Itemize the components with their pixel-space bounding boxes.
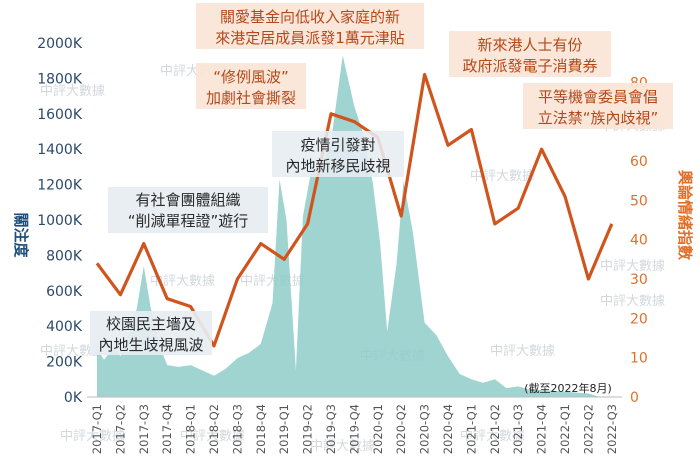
x-tick-label: 2021-Q3	[511, 404, 525, 454]
x-tick-label: 2018-Q2	[207, 404, 221, 454]
y-tick-right: 30	[630, 272, 648, 288]
x-tick-label: 2017-Q3	[137, 404, 151, 454]
x-tick-label: 2017-Q1	[90, 404, 104, 454]
watermark-text: 中評大數據	[150, 274, 215, 289]
annotation-a2-box	[108, 187, 268, 233]
y-tick-left: 600K	[46, 284, 83, 300]
annotation-a5-box	[196, 3, 424, 49]
annotation-a2-line2: “削減單程證”遊行	[128, 212, 249, 230]
x-tick-label: 2022-Q1	[558, 404, 572, 454]
y-tick-left: 0K	[64, 390, 83, 406]
x-tick-label: 2020-Q1	[371, 404, 385, 454]
x-tick-label: 2019-Q2	[301, 404, 315, 454]
annotation-a6-line1: 新來港人士有份	[477, 36, 582, 54]
y-tick-left: 1800K	[37, 71, 83, 87]
watermark-text: 中評大數據	[310, 439, 375, 454]
watermark-text: 中評大數據	[600, 259, 665, 274]
watermark-text: 中評大數據	[180, 429, 245, 444]
watermark-text: 中評大數據	[600, 294, 665, 309]
x-tick-label: 2020-Q3	[418, 404, 432, 454]
y-tick-left: 1400K	[37, 142, 83, 158]
annotation-a1: 校園民主墻及 內地生歧視風波	[90, 311, 212, 355]
annotation-a5: 關愛基金向低收入家庭的新 來港定居成員派發1萬元津貼	[196, 3, 424, 49]
y-tick-right: 50	[630, 193, 648, 209]
annotation-a6: 新來港人士有份 政府派發電子消費券	[449, 31, 611, 77]
annotation-a4-box	[272, 131, 404, 177]
annotation-a1-line2: 內地生歧視風波	[98, 336, 203, 354]
annotation-a3-line2: 加劇社會撕裂	[206, 89, 296, 107]
y-tick-left: 2000K	[37, 36, 83, 52]
date-note: (截至2022年8月)	[524, 381, 612, 395]
x-tick-label: 2021-Q1	[464, 404, 478, 454]
x-tick-label: 2022-Q3	[605, 404, 619, 454]
watermark-text: 中評大數據	[60, 429, 125, 444]
watermark-text: 中評大數據	[460, 429, 525, 444]
annotation-a1-box	[90, 311, 212, 355]
y-tick-right: 40	[630, 233, 648, 249]
watermark-text: 中評大數據	[470, 169, 535, 184]
y-tick-left: 1000K	[37, 213, 83, 229]
annotation-a7-line1: 平等機會委員會倡	[538, 88, 658, 106]
x-tick-label: 2017-Q4	[160, 404, 174, 454]
x-tick-label: 2020-Q2	[394, 404, 408, 454]
annotation-a4-line1: 疫情引發對	[300, 136, 375, 154]
watermark-text: 中評大數據	[490, 344, 555, 359]
y-tick-left: 1200K	[37, 178, 83, 194]
annotation-a7-box	[523, 83, 673, 129]
annotation-a7-line2: 立法禁“族內歧視”	[538, 109, 659, 127]
attention-area	[97, 55, 601, 398]
x-tick-label: 2018-Q3	[230, 404, 244, 454]
y-tick-right: 0	[630, 390, 639, 406]
annotation-a3: “修例風波” 加劇社會撕裂	[196, 63, 306, 109]
x-tick-label: 2020-Q4	[441, 404, 455, 454]
x-tick-label: 2022-Q2	[581, 404, 595, 454]
watermark-text: 中評大數據	[240, 274, 305, 289]
annotation-a2: 有社會團體組織 “削減單程證”遊行	[108, 187, 268, 233]
x-tick-label: 2017-Q2	[113, 404, 127, 454]
watermark-text: 中評大數據	[40, 84, 105, 99]
x-tick-label: 2019-Q3	[324, 404, 338, 454]
y-axis-right-label: 輿論情緒指數	[676, 170, 694, 260]
y-tick-left: 200K	[46, 355, 83, 371]
annotation-a3-box	[196, 63, 306, 109]
y-axis-left-label: 關注度	[12, 212, 30, 258]
x-tick-label: 2019-Q1	[277, 404, 291, 454]
annotation-a2-line1: 有社會團體組織	[135, 191, 240, 209]
annotation-a5-line1: 關愛基金向低收入家庭的新	[220, 8, 400, 26]
x-tick-label: 2018-Q4	[254, 404, 268, 454]
y-tick-right: 60	[630, 154, 648, 170]
annotation-a4: 疫情引發對 內地新移民歧視	[272, 131, 404, 177]
y-tick-left: 800K	[46, 248, 83, 264]
annotation-a1-line1: 校園民主墻及	[106, 315, 196, 333]
annotation-a5-line2: 來港定居成員派發1萬元津貼	[215, 29, 405, 47]
annotation-a3-line1: “修例風波”	[213, 68, 289, 86]
watermark-text: 中評大數據	[40, 344, 105, 359]
x-tick-label: 2019-Q4	[347, 404, 361, 454]
x-tick-label: 2021-Q2	[488, 404, 502, 454]
y-tick-left: 400K	[46, 319, 83, 335]
line-layer	[95, 72, 614, 348]
annotation-a4-line2: 內地新移民歧視	[285, 157, 390, 175]
tick-layer: 0K 200K 400K 600K 800K 1000K 1200K 1400K 1600K 18…	[37, 36, 648, 454]
annotation-a6-line2: 政府派發電子消費券	[462, 57, 597, 75]
x-tick-label: 2021-Q4	[535, 404, 549, 454]
y-tick-right: 20	[630, 311, 648, 327]
annotation-a6-box	[449, 31, 611, 77]
y-tick-left: 1600K	[37, 107, 83, 123]
area-layer	[97, 55, 601, 398]
y-tick-right: 10	[630, 351, 648, 367]
x-tick-label: 2018-Q1	[184, 404, 198, 454]
annotation-a7: 平等機會委員會倡 立法禁“族內歧視”	[523, 83, 673, 129]
